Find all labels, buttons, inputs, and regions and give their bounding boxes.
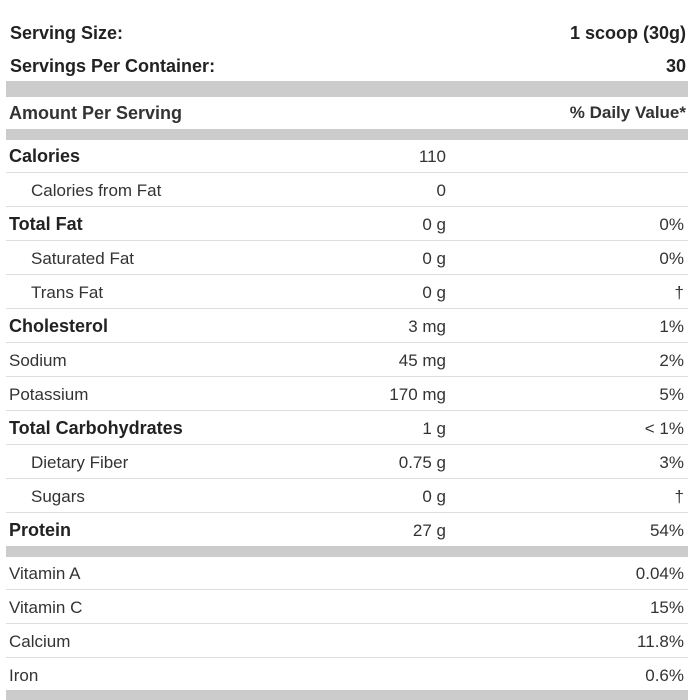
nutrient-amount: 170 mg [389,385,446,404]
nutrient-row-total-fat: Total Fat 0 g 0% [6,208,688,241]
nutrient-daily-value: 5% [659,385,684,404]
nutrient-row-calories-from-fat: Calories from Fat 0 [6,174,688,207]
nutrient-daily-value: 2% [659,351,684,370]
vitamin-name: Iron [9,666,39,685]
serving-size-row: Serving Size: 1 scoop (30g) [8,21,688,45]
serving-size-label: Serving Size: [10,23,124,43]
nutrient-name: Potassium [9,385,89,404]
vitamin-daily-value: 15% [649,598,684,617]
vitamin-row-calcium: Calcium 11.8% [6,625,688,658]
nutrient-daily-value: 0% [659,215,684,234]
separator-bar [6,129,688,140]
nutrient-row-sodium: Sodium 45 mg 2% [6,344,688,377]
nutrient-amount: 110 [418,147,446,166]
column-header-row: Amount Per Serving % Daily Value* [6,97,688,129]
nutrient-name: Total Carbohydrates [9,418,183,438]
nutrient-row-cholesterol: Cholesterol 3 mg 1% [6,310,688,343]
nutrient-daily-value: 3% [659,453,684,472]
nutrient-row-sugars: Sugars 0 g † [6,480,688,513]
nutrient-row-dietary-fiber: Dietary Fiber 0.75 g 3% [6,446,688,479]
nutrient-row-saturated-fat: Saturated Fat 0 g 0% [6,242,688,275]
nutrient-name: Sugars [31,487,85,506]
nutrient-row-trans-fat: Trans Fat 0 g † [6,276,688,309]
amount-per-serving-heading: Amount Per Serving [9,103,183,123]
separator-bar [6,81,688,97]
nutrient-amount: 0.75 g [398,453,446,472]
nutrient-amount: 27 g [412,521,446,540]
nutrient-daily-value: 54% [649,521,684,540]
nutrient-daily-value: † [674,283,684,302]
nutrient-name: Calories [9,146,81,166]
vitamin-name: Calcium [9,632,71,651]
nutrient-amount: 3 mg [408,317,446,336]
vitamin-name: Vitamin C [9,598,83,617]
nutrient-name: Calories from Fat [31,181,162,200]
separator-bar [6,546,688,557]
nutrient-amount: 0 g [422,249,446,268]
nutrient-amount: 45 mg [398,351,446,370]
nutrient-amount: 0 [436,181,446,200]
serving-size-value: 1 scoop (30g) [569,23,686,43]
vitamin-row-vitamin-c: Vitamin C 15% [6,591,688,624]
nutrient-daily-value: < 1% [644,419,684,438]
nutrient-name: Dietary Fiber [31,453,129,472]
servings-per-container-row: Servings Per Container: 30 [8,54,688,78]
nutrient-name: Trans Fat [31,283,104,302]
nutrient-row-total-carbohydrates: Total Carbohydrates 1 g < 1% [6,412,688,445]
vitamin-row-iron: Iron 0.6% [6,659,688,692]
servings-per-container-label: Servings Per Container: [10,56,216,76]
vitamin-name: Vitamin A [9,564,81,583]
vitamin-daily-value: 0.04% [635,564,684,583]
nutrient-name: Total Fat [9,214,83,234]
daily-value-heading: % Daily Value* [569,103,686,122]
nutrient-amount: 0 g [422,487,446,506]
nutrient-row-calories: Calories 110 [6,140,688,173]
vitamin-daily-value: 0.6% [645,666,684,685]
nutrient-name: Protein [9,520,72,540]
nutrient-row-protein: Protein 27 g 54% [6,514,688,547]
nutrient-name: Saturated Fat [31,249,135,268]
nutrient-daily-value: † [674,487,684,506]
nutrient-amount: 0 g [422,215,446,234]
nutrient-daily-value: 0% [659,249,684,268]
nutrient-daily-value: 1% [659,317,684,336]
nutrient-row-potassium: Potassium 170 mg 5% [6,378,688,411]
vitamin-row-vitamin-a: Vitamin A 0.04% [6,557,688,590]
nutrient-name: Sodium [9,351,67,370]
nutrient-amount: 0 g [422,283,446,302]
nutrient-name: Cholesterol [9,316,109,336]
vitamin-daily-value: 11.8% [637,632,684,651]
nutrient-amount: 1 g [422,419,446,438]
separator-bar [6,690,688,700]
servings-per-container-value: 30 [665,56,686,76]
